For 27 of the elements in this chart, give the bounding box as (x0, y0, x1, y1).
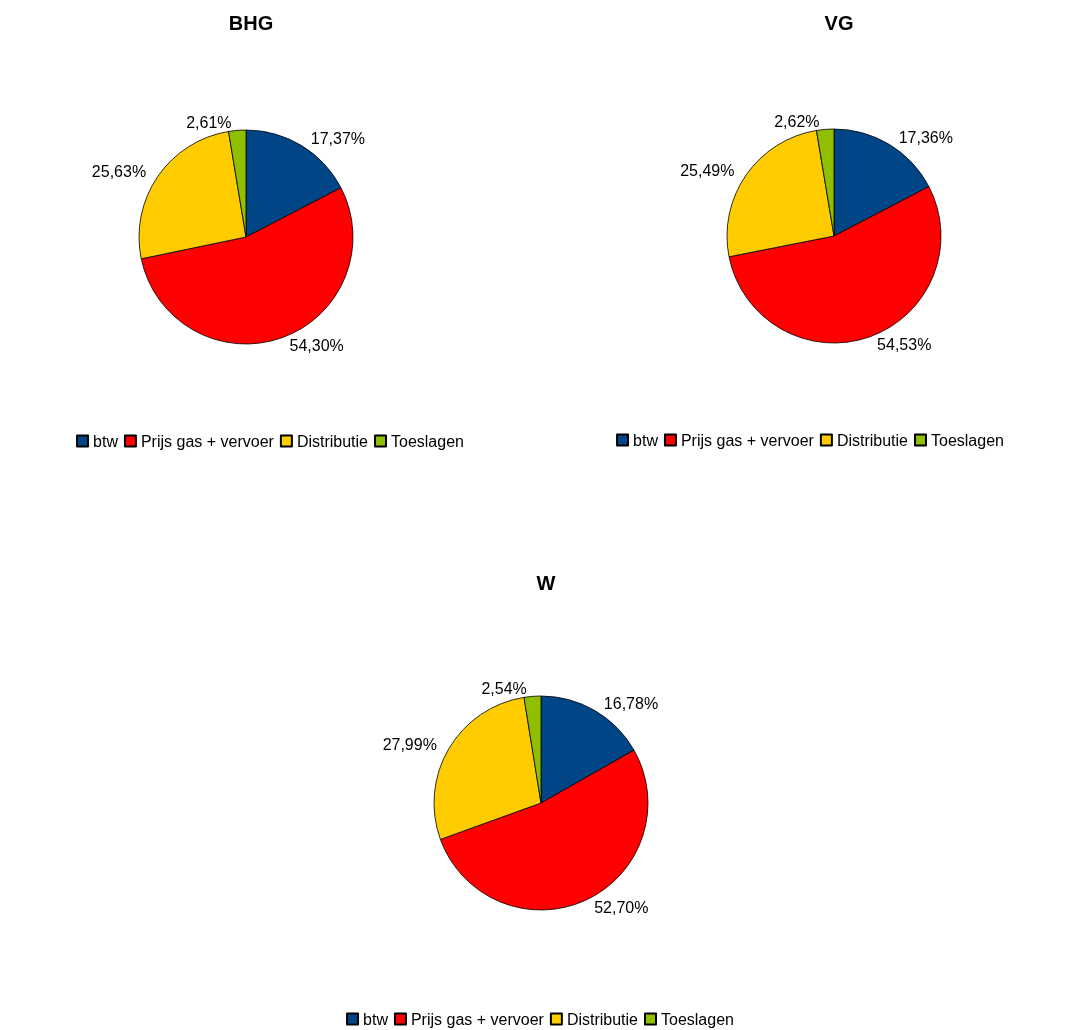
data-label: 16,78% (603, 695, 659, 713)
legend-label: Prijs gas + vervoer (410, 1010, 545, 1028)
data-label: 27,99% (382, 736, 437, 754)
legend-label: btw (633, 431, 659, 449)
data-label: 17,37% (310, 130, 365, 148)
legend-label: btw (363, 1010, 389, 1028)
legend-label: Toeslagen (391, 432, 464, 450)
data-label: 25,63% (91, 163, 147, 181)
legend-label: Distributie (836, 431, 909, 449)
legend-label: Toeslagen (661, 1010, 734, 1028)
data-label: 17,36% (898, 129, 953, 147)
data-label: 25,49% (680, 162, 735, 180)
data-label: 2,62% (774, 112, 820, 130)
data-label: 2,54% (481, 679, 527, 697)
chart-title: W (536, 572, 556, 594)
chart-title: VG (824, 12, 854, 34)
data-label: 2,61% (186, 113, 232, 131)
legend-label: Prijs gas + vervoer (680, 431, 815, 449)
legend-label: Distributie (296, 432, 369, 450)
data-label: 54,30% (289, 336, 344, 354)
legend-label: Toeslagen (931, 431, 1004, 449)
legend-label: Distributie (566, 1010, 639, 1028)
legend-label: btw (93, 432, 119, 450)
legend-label: Prijs gas + vervoer (140, 432, 275, 450)
chart-title: BHG (228, 12, 274, 34)
data-label: 54,53% (877, 336, 932, 353)
data-label: 52,70% (594, 898, 649, 916)
